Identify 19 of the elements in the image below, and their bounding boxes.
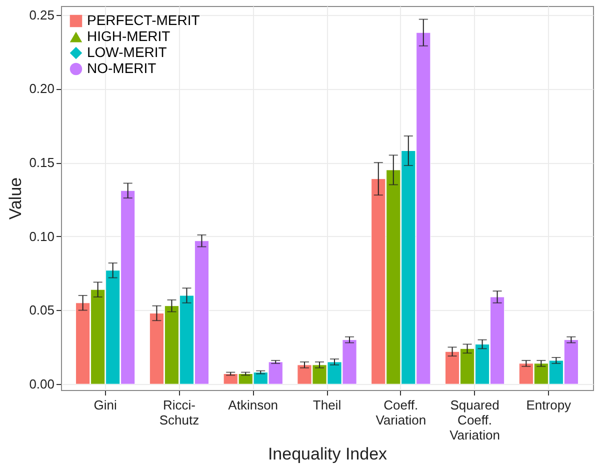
y-tick-label: 0.15 — [29, 155, 54, 170]
legend-label: NO-MERIT — [87, 60, 157, 76]
x-tick-label: Gini — [94, 398, 117, 412]
y-axis-title: Value — [6, 177, 26, 220]
y-tick-label: 0.25 — [29, 7, 54, 22]
y-tick-label: 0.00 — [29, 376, 54, 392]
x-tick-label: Coeff. Variation — [376, 398, 426, 428]
x-tick-label: Squared Coeff. Variation — [450, 398, 500, 442]
x-tick-label: Atkinson — [228, 398, 278, 412]
legend-label: HIGH-MERIT — [87, 28, 171, 44]
legend-label: LOW-MERIT — [87, 44, 168, 60]
y-tick-label: 0.05 — [29, 302, 54, 318]
x-tick-label: Ricci- Schutz — [159, 398, 200, 428]
x-tick-label: Theil — [312, 398, 342, 412]
x-tick-label: Entropy — [526, 398, 572, 412]
y-tick-label: 0.10 — [29, 228, 54, 244]
y-tick-label: 0.20 — [29, 81, 54, 96]
legend-label: PERFECT-MERIT — [87, 12, 200, 28]
x-axis-title: Inequality Index — [268, 444, 388, 464]
